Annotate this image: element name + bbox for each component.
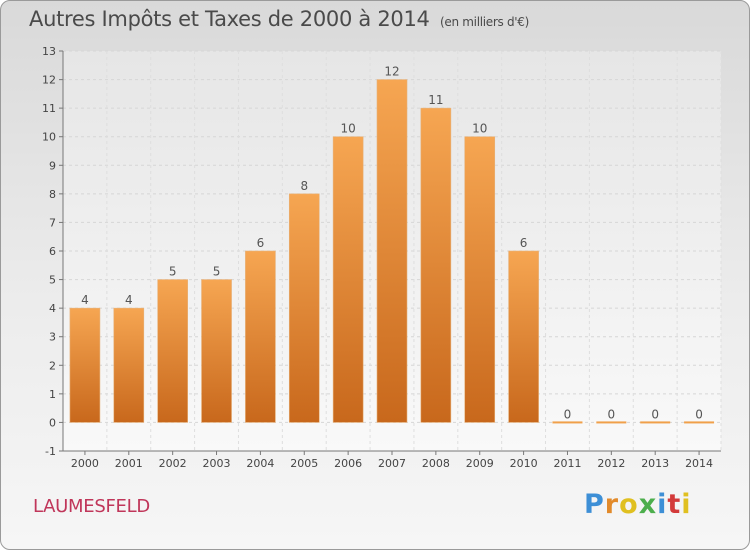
logo-letter: o [619,489,639,520]
bar [289,194,319,423]
data-label: 6 [520,236,528,250]
x-tick-label: 2013 [641,457,669,470]
x-tick-label: 2005 [290,457,318,470]
logo-letter: t [667,489,681,520]
city-name: LAUMESFELD [33,496,150,517]
data-label: 0 [608,407,616,421]
data-label: 8 [300,179,308,193]
proxiti-logo: Proxiti [584,489,692,520]
y-tick-label: 12 [42,74,56,87]
data-label: 10 [340,122,355,136]
data-label: 4 [81,293,89,307]
x-tick-label: 2014 [685,457,713,470]
bar [421,108,451,422]
x-tick-label: 2000 [71,457,99,470]
data-label: 12 [384,65,399,79]
x-tick-label: 2007 [378,457,406,470]
x-tick-label: 2001 [115,457,143,470]
y-tick-label: 9 [49,159,56,172]
x-tick-label: 2012 [597,457,625,470]
logo-letter: x [639,489,657,520]
bar [114,308,144,422]
bar [509,251,539,422]
data-label: 11 [428,93,443,107]
x-tick-label: 2008 [422,457,450,470]
bar [684,421,714,423]
bar [333,137,363,423]
x-tick-label: 2002 [159,457,187,470]
data-label: 4 [125,293,133,307]
x-tick-label: 2006 [334,457,362,470]
bar [640,421,670,423]
data-label: 0 [564,407,572,421]
data-label: 6 [257,236,265,250]
y-tick-label: 8 [49,188,56,201]
x-tick-label: 2010 [510,457,538,470]
bar [70,308,100,422]
bar [377,80,407,423]
y-tick-label: 13 [42,45,56,58]
data-label: 0 [651,407,659,421]
bar [158,280,188,423]
bar [596,421,626,423]
data-label: 0 [695,407,703,421]
x-tick-label: 2004 [246,457,274,470]
bar [465,137,495,423]
logo-letter: P [584,489,605,520]
y-tick-label: 3 [49,331,56,344]
data-label: 10 [472,122,487,136]
logo-letter: r [605,489,619,520]
x-tick-label: 2011 [553,457,581,470]
y-tick-label: 10 [42,131,56,144]
bar [552,421,582,423]
bar [245,251,275,422]
y-tick-label: 5 [49,274,56,287]
y-tick-label: 0 [49,416,56,429]
bar [202,280,232,423]
x-tick-label: 2009 [466,457,494,470]
y-tick-label: 7 [49,216,56,229]
y-tick-label: 2 [49,359,56,372]
y-tick-label: 6 [49,245,56,258]
data-label: 5 [169,265,177,279]
data-label: 5 [213,265,221,279]
y-tick-label: -1 [45,445,56,458]
x-tick-label: 2003 [203,457,231,470]
y-tick-label: 1 [49,388,56,401]
logo-letter: i [657,489,667,520]
y-tick-label: 11 [42,102,56,115]
logo-letter: i [681,489,691,520]
y-tick-label: 4 [49,302,56,315]
